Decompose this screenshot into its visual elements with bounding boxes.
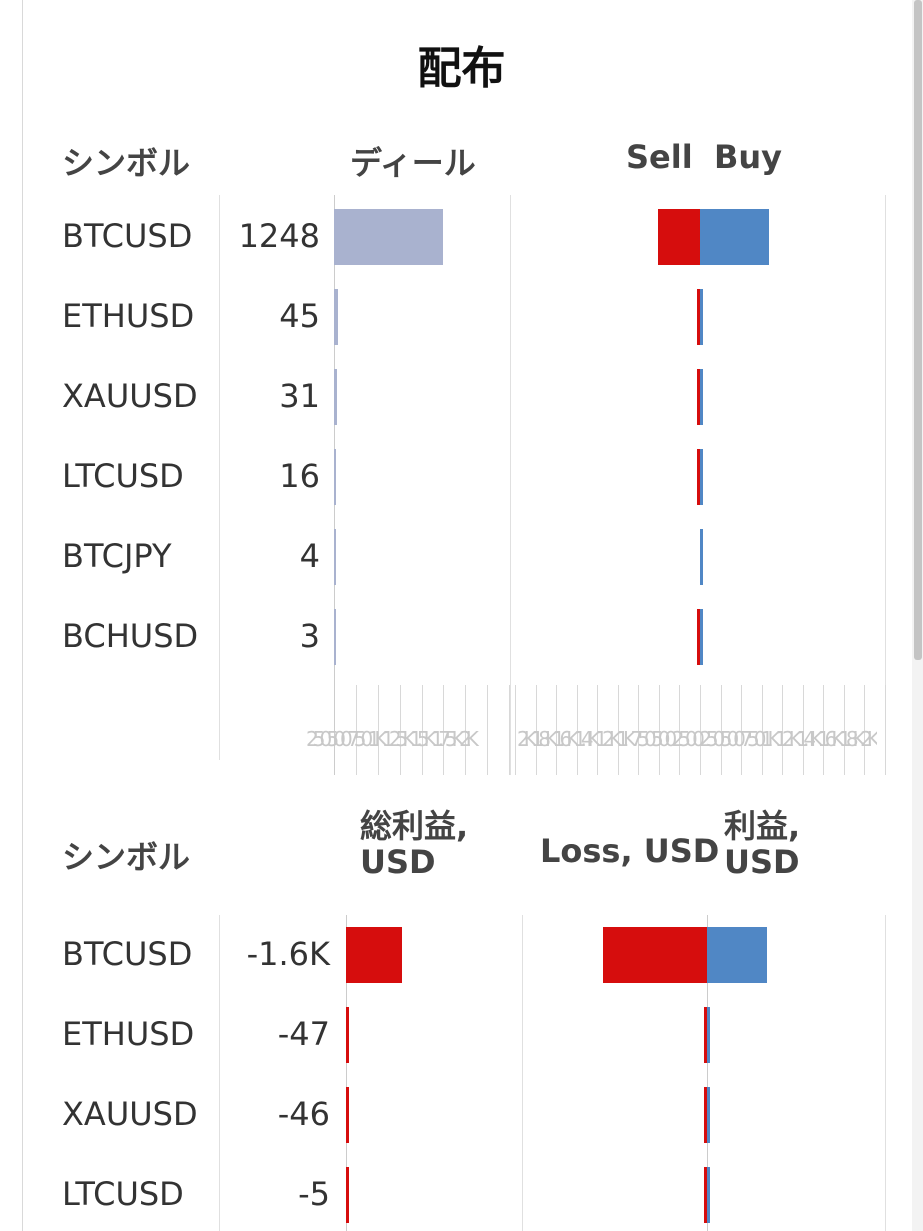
grid-line <box>885 915 886 1231</box>
axis-tick <box>843 685 845 775</box>
axis-tick <box>377 685 379 775</box>
col-header-buy: Buy <box>714 138 783 176</box>
loss-bar <box>704 1087 707 1143</box>
axis-tick <box>864 685 866 775</box>
deals-bar <box>334 529 336 585</box>
table-row-symbol: ETHUSD <box>62 297 195 335</box>
deal-count-value: 45 <box>279 297 320 335</box>
scrollbar-thumb[interactable] <box>914 0 922 660</box>
axis-tick <box>679 685 681 775</box>
deal-count-value: 16 <box>279 457 320 495</box>
loss-bar <box>603 927 707 983</box>
axis-tick <box>597 685 599 775</box>
table-row-symbol: BTCJPY <box>62 537 172 575</box>
profit-bar <box>707 927 767 983</box>
page-title: 配布 <box>417 43 506 94</box>
total-profit-value: -46 <box>277 1095 330 1133</box>
axis-tick <box>535 685 537 775</box>
col-header-profit: 利益, USD <box>724 807 801 881</box>
sell-bar <box>697 449 700 505</box>
buy-bar <box>700 209 770 265</box>
axis-tick <box>658 685 660 775</box>
total-profit-bar <box>346 1087 349 1143</box>
axis-tick <box>823 685 825 775</box>
grid-line <box>522 915 523 1231</box>
total-profit-bar <box>346 927 402 983</box>
total-profit-bar <box>346 1007 349 1063</box>
loss-bar <box>704 1007 707 1063</box>
buy-bar <box>700 289 703 345</box>
sell-bar <box>658 209 700 265</box>
buy-bar <box>700 369 703 425</box>
loss-bar <box>704 1167 707 1223</box>
table-row-symbol: ETHUSD <box>62 1015 195 1053</box>
deals-bar <box>334 449 336 505</box>
axis-tick <box>638 685 640 775</box>
total-profit-value: -47 <box>277 1015 330 1053</box>
table-row-symbol: XAUUSD <box>62 1095 198 1133</box>
axis-tick <box>515 685 516 775</box>
axis-tick <box>782 685 784 775</box>
total-profit-value: -1.6K <box>246 935 330 973</box>
sell-bar <box>697 369 700 425</box>
axis-tick <box>700 685 701 775</box>
axis-tick <box>556 685 558 775</box>
panel-border <box>22 0 23 1231</box>
x-axis-tick-labels: 2K 1.8K 1.6K 1.4K 1.2K 1K 750 500 250 0 … <box>517 727 877 751</box>
profit-bar <box>707 1007 710 1063</box>
axis-tick <box>465 685 467 775</box>
total-profit-value: -5 <box>298 1175 330 1213</box>
deals-bar <box>334 609 336 665</box>
table-row-symbol: LTCUSD <box>62 1175 184 1213</box>
col-header-deals: ディール <box>350 144 476 182</box>
deal-count-value: 31 <box>279 377 320 415</box>
axis-tick <box>421 685 423 775</box>
axis-tick <box>487 685 489 775</box>
axis-line <box>346 915 347 1231</box>
axis-tick <box>802 685 804 775</box>
axis-tick <box>761 685 763 775</box>
deal-count-value: 4 <box>299 537 320 575</box>
grid-line <box>885 195 886 775</box>
buy-bar <box>700 449 703 505</box>
axis-line <box>707 915 708 1231</box>
axis-tick <box>355 685 357 775</box>
axis-tick <box>741 685 743 775</box>
buy-bar <box>700 609 703 665</box>
axis-tick <box>576 685 578 775</box>
deal-count-value: 3 <box>299 617 320 655</box>
axis-tick <box>885 685 886 775</box>
table-row-symbol: BTCUSD <box>62 217 193 255</box>
col-header-sell: Sell <box>626 138 693 176</box>
axis-tick <box>509 685 510 775</box>
table-row-symbol: XAUUSD <box>62 377 198 415</box>
axis-tick <box>720 685 722 775</box>
table-row-symbol: BCHUSD <box>62 617 199 655</box>
profit-bar <box>707 1167 710 1223</box>
sell-bar <box>697 289 700 345</box>
table-row-symbol: BTCUSD <box>62 935 193 973</box>
sell-bar <box>697 609 700 665</box>
total-profit-bar <box>346 1167 349 1223</box>
grid-line <box>219 915 220 1231</box>
col-header-symbol-2: シンボル <box>62 838 191 876</box>
axis-tick <box>399 685 401 775</box>
grid-line <box>219 195 220 760</box>
col-header-symbol: シンボル <box>62 144 191 182</box>
table-row-symbol: LTCUSD <box>62 457 184 495</box>
deal-count-value: 1248 <box>238 217 320 255</box>
col-header-total-profit: 総利益, USD <box>360 807 469 881</box>
col-header-loss: Loss, USD <box>540 832 720 870</box>
deals-bar <box>334 369 337 425</box>
deals-bar <box>334 289 338 345</box>
x-axis-tick-labels: 250 500 750 1K 1.25K 1.5K 1.75K 2K <box>306 727 479 751</box>
profit-bar <box>707 1087 710 1143</box>
axis-tick <box>443 685 445 775</box>
deals-bar <box>334 209 444 265</box>
grid-line <box>510 195 511 775</box>
buy-bar <box>700 529 703 585</box>
axis-tick <box>617 685 619 775</box>
